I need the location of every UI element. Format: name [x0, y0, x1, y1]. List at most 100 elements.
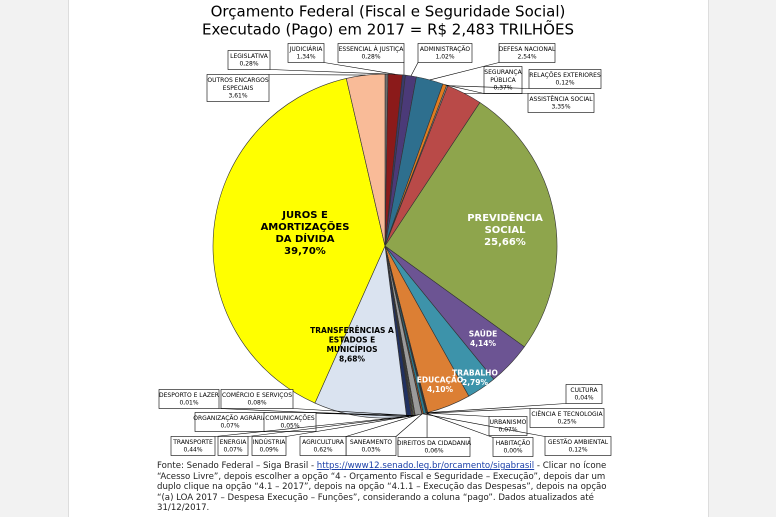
label-box: [529, 408, 605, 428]
leader-line: [447, 85, 530, 89]
leader-line: [218, 408, 407, 417]
category-label: COMÉRCIO E SERVIÇOS: [222, 391, 292, 399]
category-label: LEGISLATIVA: [230, 53, 269, 60]
leader-line: [214, 416, 410, 437]
category-label: GESTÃO AMBIENTAL: [548, 439, 609, 446]
leader-line: [426, 412, 490, 417]
category-label: PREVIDÊNCIA SOCIAL: [467, 211, 543, 236]
value-label: 0,62%: [313, 447, 332, 454]
label-box: [498, 43, 556, 63]
leader-line: [285, 415, 415, 437]
category-label: TRABALHO: [452, 368, 498, 377]
leader-line: [345, 414, 419, 437]
leader-line: [427, 403, 567, 413]
leader-line: [292, 408, 414, 416]
category-label: SAÚDE: [469, 329, 497, 338]
value-label: 0,03%: [361, 447, 380, 454]
label-box: [527, 93, 595, 113]
value-label: 4,10%: [427, 385, 454, 394]
slices: [212, 73, 558, 419]
category-label: URBANISMO: [490, 419, 527, 426]
leader-line: [247, 415, 412, 437]
leader-line: [425, 412, 494, 438]
value-label: 0,00%: [503, 448, 522, 455]
value-label: 0,07%: [223, 447, 242, 454]
value-label: 0,04%: [574, 395, 593, 402]
value-label: 0,06%: [424, 448, 443, 455]
label-box: [158, 389, 220, 409]
chart-title: Orçamento Federal (Fiscal e Seguridade S…: [211, 3, 566, 21]
leader-line: [315, 412, 413, 417]
value-label: 0,01%: [179, 400, 198, 407]
label-box: [170, 436, 216, 456]
category-label: ESSENCIAL À JUSTIÇA: [339, 46, 405, 53]
pie-slice: [384, 102, 558, 348]
leader-line: [424, 408, 531, 414]
category-label: CIÊNCIA E TECNOLOGIA: [531, 410, 603, 418]
category-label: AGRICULTURA: [302, 439, 345, 446]
source-rest: - Clicar no ícone “Acesso Livre”, depois…: [157, 461, 607, 513]
label-box: [492, 437, 534, 457]
label-box: [544, 436, 612, 456]
category-label: INDÚSTRIA: [253, 439, 287, 446]
label-box: [565, 384, 603, 404]
value-label: 8,68%: [339, 354, 366, 363]
value-label: 0,05%: [280, 423, 299, 430]
leader-line: [429, 62, 500, 81]
category-label: DEFESA NACIONAL: [499, 46, 556, 53]
category-label: OUTROS ENCARGOS ESPECIAIS: [207, 77, 269, 92]
value-label: 4,14%: [470, 339, 497, 348]
value-label: 2,79%: [462, 378, 489, 387]
label-box: [483, 66, 523, 94]
label-box: [417, 43, 473, 63]
value-label: 1,34%: [296, 54, 315, 61]
label-box: [299, 436, 347, 456]
value-label: 0,12%: [555, 80, 574, 87]
category-label: CULTURA: [570, 387, 598, 394]
category-label: RELAÇÕES EXTERIORES: [529, 72, 601, 79]
category-label: COMUNICAÇÕES: [265, 415, 315, 422]
label-box: [287, 43, 325, 63]
value-label: 25,66%: [484, 237, 526, 248]
value-label: 0,25%: [557, 419, 576, 426]
value-label: 0,07%: [498, 427, 517, 434]
value-label: 0,44%: [183, 447, 202, 454]
source: Fonte: Senado Federal – Siga Brasil -: [157, 461, 315, 471]
label-box: [337, 43, 405, 63]
value-label: 39,70%: [284, 246, 326, 257]
value-label: 3,35%: [551, 104, 570, 111]
source-link[interactable]: https://www12.senado.leg.br/orcamento/si…: [316, 461, 535, 471]
category-label: SEGURANÇA PÚBLICA: [484, 69, 522, 84]
leader-line: [269, 69, 387, 75]
category-label: HABITAÇÃO: [496, 440, 531, 447]
value-label: 2,54%: [517, 54, 536, 61]
pie-slice: [212, 78, 386, 404]
leader-line: [323, 62, 396, 75]
leader-line: [422, 413, 546, 437]
category-label: ORGANIZAÇÃO AGRÁRIA: [193, 415, 267, 422]
category-label: DIREITOS DA CIDADANIA: [397, 440, 472, 447]
label-box: [397, 437, 471, 457]
leader-line: [444, 84, 485, 94]
leader-line: [268, 74, 366, 76]
value-label: 0,08%: [247, 400, 266, 407]
category-label: ASSISTÊNCIA SOCIAL: [529, 95, 593, 103]
value-label: 0,12%: [568, 447, 587, 454]
leader-line: [410, 62, 419, 77]
source-note: Fonte: Senado Federal – Siga Brasil - ht…: [157, 461, 617, 514]
label-box: [251, 436, 287, 456]
category-label: TRANSPORTE: [172, 439, 213, 446]
label-box: [206, 74, 270, 102]
category-label: ENERGIA: [220, 439, 248, 446]
value-label: 0,07%: [220, 423, 239, 430]
value-label: 0,37%: [493, 85, 512, 92]
category-label: JUDICIÁRIA: [289, 46, 324, 53]
leader-line: [395, 413, 423, 437]
label-box: [227, 50, 271, 70]
value-label: 0,28%: [361, 54, 380, 61]
category-label: EDUCAÇÃO: [417, 375, 463, 384]
category-label: DESPORTO E LAZER: [159, 392, 219, 399]
